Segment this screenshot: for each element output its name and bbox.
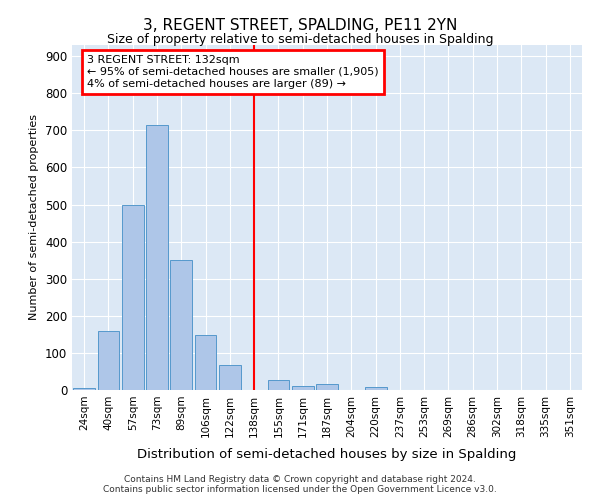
- Bar: [268, 380, 289, 390]
- Bar: [365, 388, 386, 390]
- Text: Contains HM Land Registry data © Crown copyright and database right 2024.
Contai: Contains HM Land Registry data © Crown c…: [103, 474, 497, 494]
- Bar: [316, 384, 338, 390]
- Y-axis label: Number of semi-detached properties: Number of semi-detached properties: [29, 114, 40, 320]
- Bar: [73, 388, 95, 390]
- Bar: [170, 260, 192, 390]
- Text: 3, REGENT STREET, SPALDING, PE11 2YN: 3, REGENT STREET, SPALDING, PE11 2YN: [143, 18, 457, 32]
- Bar: [292, 386, 314, 390]
- Bar: [194, 335, 217, 390]
- Text: 3 REGENT STREET: 132sqm
← 95% of semi-detached houses are smaller (1,905)
4% of : 3 REGENT STREET: 132sqm ← 95% of semi-de…: [88, 56, 379, 88]
- X-axis label: Distribution of semi-detached houses by size in Spalding: Distribution of semi-detached houses by …: [137, 448, 517, 461]
- Bar: [219, 365, 241, 390]
- Bar: [97, 330, 119, 390]
- Bar: [146, 125, 168, 390]
- Bar: [122, 204, 143, 390]
- Text: Size of property relative to semi-detached houses in Spalding: Size of property relative to semi-detach…: [107, 32, 493, 46]
